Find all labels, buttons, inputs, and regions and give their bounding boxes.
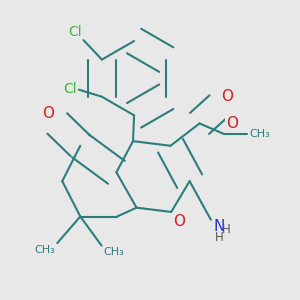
Text: CH₃: CH₃ [35, 245, 56, 255]
Text: O: O [173, 214, 185, 229]
Text: O: O [221, 89, 233, 104]
Text: O: O [42, 106, 54, 121]
Text: CH₃: CH₃ [103, 247, 124, 257]
Text: CH₃: CH₃ [249, 129, 270, 139]
Text: O: O [226, 116, 238, 130]
Text: H: H [221, 223, 230, 236]
Text: N: N [214, 219, 225, 234]
Text: Cl: Cl [64, 82, 77, 96]
Text: H: H [214, 231, 223, 244]
Text: Cl: Cl [68, 25, 82, 39]
